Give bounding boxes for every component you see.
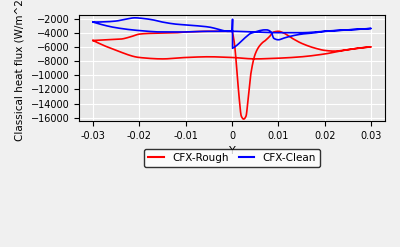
Legend: CFX-Rough, CFX-Clean: CFX-Rough, CFX-Clean [144, 149, 320, 167]
Y-axis label: Classical heat flux (W/m^2): Classical heat flux (W/m^2) [15, 0, 25, 141]
X-axis label: Y: Y [229, 146, 236, 157]
